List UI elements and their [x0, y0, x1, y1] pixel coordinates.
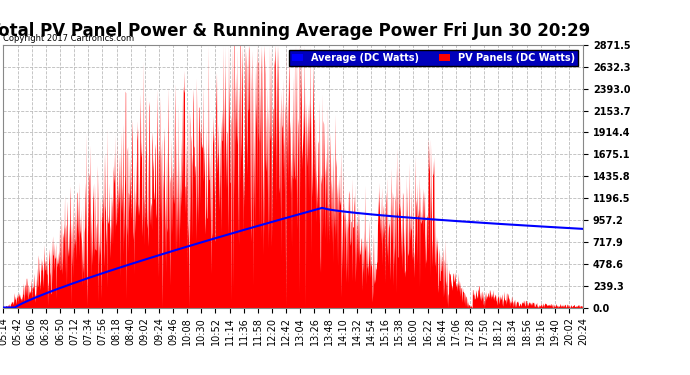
Legend: Average (DC Watts), PV Panels (DC Watts): Average (DC Watts), PV Panels (DC Watts): [289, 50, 578, 66]
Text: Copyright 2017 Cartronics.com: Copyright 2017 Cartronics.com: [3, 34, 135, 43]
Text: Total PV Panel Power & Running Average Power Fri Jun 30 20:29: Total PV Panel Power & Running Average P…: [0, 22, 591, 40]
